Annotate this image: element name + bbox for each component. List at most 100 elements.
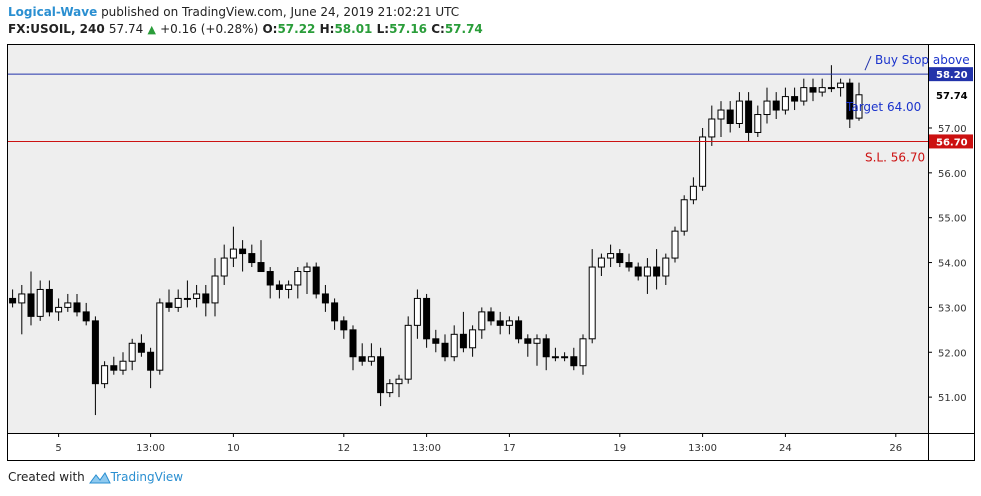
candle-body [413, 297, 421, 326]
candle-body [818, 87, 826, 93]
candle-body [101, 365, 109, 385]
candle-body [36, 288, 44, 317]
y-tick-label: 53.00 [938, 303, 967, 314]
candle-body [634, 266, 642, 277]
x-tick-label: 5 [55, 443, 61, 454]
candle-body [616, 253, 624, 264]
candle-body [597, 257, 605, 268]
candle-body [349, 329, 357, 358]
author-link[interactable]: Logical-Wave [8, 5, 98, 19]
candle-body [735, 100, 743, 124]
x-tick-label: 19 [613, 443, 626, 454]
candle-body [745, 100, 753, 133]
candle-body [708, 118, 716, 138]
candle-body [607, 253, 615, 259]
candle-body [257, 262, 265, 273]
candle-body [358, 356, 366, 362]
candle-body [275, 284, 283, 290]
candle-body [294, 271, 302, 286]
chart-frame[interactable]: 51.00 52.00 53.00 54.00 55.00 56.00 57.00 57.74… [7, 44, 975, 461]
tradingview-brand[interactable]: TradingView [110, 470, 184, 484]
footer: Created with TradingView [8, 470, 183, 485]
up-arrow-icon: ▲ [147, 23, 156, 36]
candle-body [110, 365, 118, 371]
candle-body [193, 293, 201, 299]
candle-body [855, 94, 863, 119]
candle-body [183, 297, 191, 300]
candle-body [312, 266, 320, 295]
candle-body [441, 342, 449, 358]
target-annotation: Target 64.00 [845, 100, 921, 114]
candle-body [579, 338, 587, 367]
candle-body [717, 109, 725, 120]
x-tick-label: 10 [227, 443, 240, 454]
candle-body [266, 271, 274, 286]
y-tick-label: 51.00 [938, 393, 967, 404]
last-price-axis-label: 57.74 [936, 91, 968, 102]
candle-body [303, 266, 311, 273]
y-tick-label: 52.00 [938, 348, 967, 359]
x-tick-label: 24 [779, 443, 792, 454]
candle-body [367, 356, 375, 362]
x-tick-label: 26 [889, 443, 902, 454]
publish-line: Logical-Wave published on TradingView.co… [8, 4, 968, 21]
chart-header: Logical-Wave published on TradingView.co… [8, 4, 968, 38]
candle-body [18, 293, 26, 304]
candle-body [680, 199, 688, 232]
created-with-text: Created with [8, 470, 85, 484]
candle-body [469, 329, 477, 349]
buy-stop-pointer [864, 55, 872, 71]
y-tick-label: 55.00 [938, 214, 967, 225]
candle-body [561, 356, 569, 359]
candle-body [478, 311, 486, 331]
y-tick-label: 56.00 [938, 169, 967, 180]
candle-body [524, 338, 532, 344]
candle-body [340, 320, 348, 331]
candle-body [533, 338, 541, 344]
candle-body [809, 87, 817, 93]
candle-body [754, 114, 762, 133]
low-value: 57.16 [389, 22, 428, 36]
candle-body [487, 311, 495, 322]
candle-body [395, 378, 403, 385]
close-value: 57.74 [444, 22, 483, 36]
candle-body [772, 100, 780, 111]
candle-body [588, 266, 596, 340]
low-label: L: [376, 22, 390, 36]
x-tick-label: 13:00 [688, 443, 717, 454]
candle-body [505, 320, 513, 326]
candle-body [570, 356, 578, 367]
published-text: published on TradingView.com, June 24, 2… [101, 5, 460, 19]
candle-body [174, 297, 182, 308]
symbol-label: FX:USOIL, 240 [8, 22, 105, 36]
candle-body [331, 302, 339, 322]
candle-body [239, 248, 247, 255]
stop-loss-annotation: S.L. 56.70 [865, 151, 925, 165]
candle-body [404, 324, 412, 380]
high-value: 58.01 [334, 22, 373, 36]
candle-body [377, 356, 385, 394]
high-label: H: [319, 22, 335, 36]
y-tick-label: 57.00 [938, 124, 967, 135]
candle-body [643, 266, 651, 277]
candle-body [202, 293, 210, 304]
stop-loss-axis-label-bg [929, 134, 973, 149]
candle-body [128, 342, 136, 362]
plot-area [8, 45, 928, 433]
candle-body [653, 266, 661, 277]
candle-body [211, 275, 219, 304]
candlestick-chart[interactable]: 51.00 52.00 53.00 54.00 55.00 56.00 57.00 57.74… [8, 45, 974, 460]
change-value: +0.16 (+0.28%) [160, 22, 259, 36]
candle-body [248, 253, 256, 264]
candle-body [229, 248, 237, 259]
buy-stop-axis-label-bg [929, 67, 973, 82]
candle-body [137, 342, 145, 353]
last-price-axis-label-bg [929, 87, 973, 102]
ohlc-line: FX:USOIL, 240 57.74 ▲ +0.16 (+0.28%) O:5… [8, 21, 968, 38]
candle-body [551, 356, 559, 359]
candle-body [82, 311, 90, 322]
y-tick-label: 54.00 [938, 259, 967, 270]
candle-body [450, 333, 458, 358]
candle-body [459, 333, 467, 349]
candle-body [27, 293, 35, 317]
